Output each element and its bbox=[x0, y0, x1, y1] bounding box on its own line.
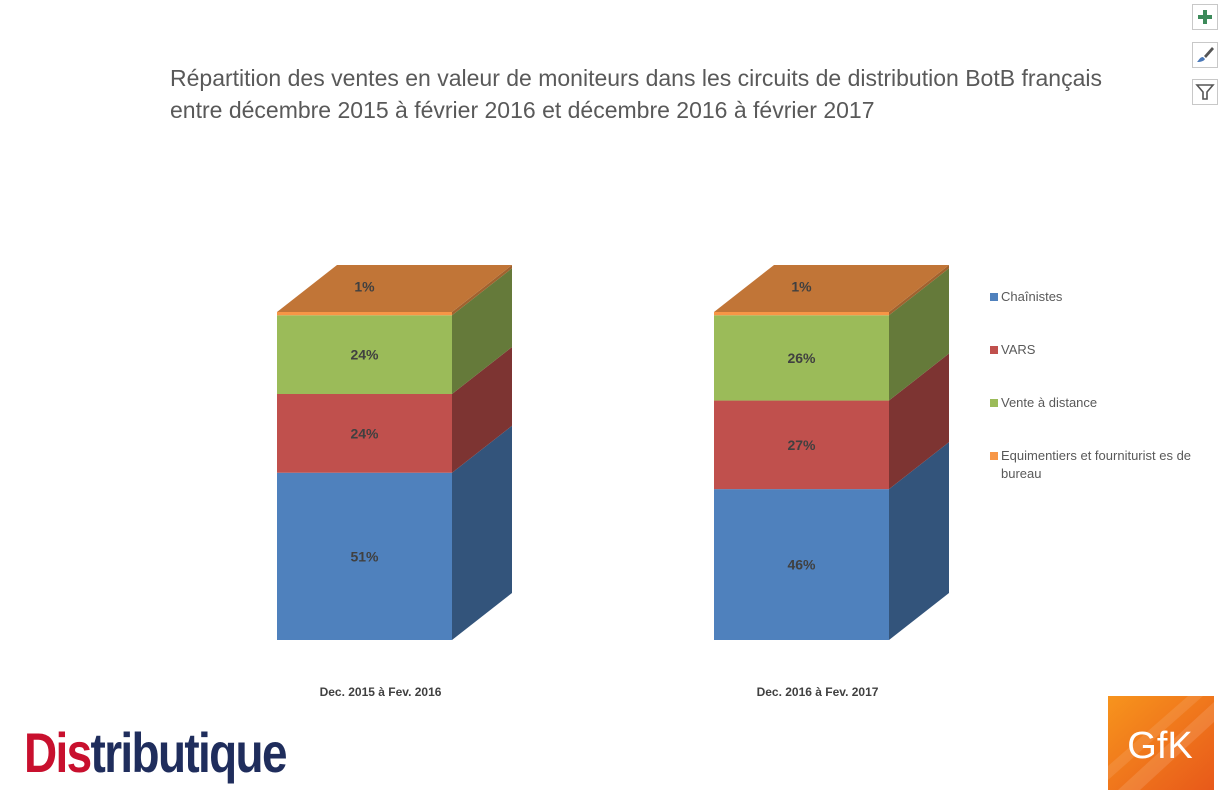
legend-label: Chaînistes bbox=[1001, 289, 1063, 304]
bar-segment-front bbox=[277, 394, 452, 473]
gfk-logo: GfK bbox=[1108, 696, 1214, 790]
brush-icon bbox=[1197, 47, 1214, 62]
distributique-logo: Distributique bbox=[24, 721, 288, 784]
chart-filter-button[interactable] bbox=[1192, 79, 1218, 105]
data-label: 1% bbox=[791, 279, 812, 295]
data-label: 24% bbox=[350, 425, 379, 441]
legend-label: VARS bbox=[1001, 342, 1036, 357]
data-label: 1% bbox=[354, 279, 375, 295]
legend-swatch bbox=[990, 346, 998, 354]
bar-top-face bbox=[277, 265, 512, 312]
chart-style-button[interactable] bbox=[1192, 42, 1218, 68]
bar-segment-side bbox=[889, 353, 949, 490]
bar-segment-side bbox=[889, 265, 949, 316]
data-label: 27% bbox=[787, 437, 816, 453]
bar-segment-side bbox=[452, 347, 512, 473]
legend-label: bureau bbox=[1001, 466, 1041, 481]
filter-icon bbox=[1195, 84, 1215, 100]
bar-segment-front bbox=[714, 315, 889, 401]
bar-top-face bbox=[714, 265, 949, 312]
bar-segment-front bbox=[714, 489, 889, 640]
bar-segment-side bbox=[452, 265, 512, 316]
chart-title: Répartition des ventes en valeur de moni… bbox=[170, 65, 1102, 123]
category-label: Dec. 2015 à Fev. 2016 bbox=[320, 685, 442, 699]
legend-swatch bbox=[990, 399, 998, 407]
bar-segment-side bbox=[452, 268, 512, 394]
bar-segment-front bbox=[277, 312, 452, 316]
bar-segment-side bbox=[889, 268, 949, 401]
bar-segment-side bbox=[889, 442, 949, 640]
add-element-button[interactable] bbox=[1192, 4, 1218, 30]
legend-swatch bbox=[990, 452, 998, 460]
bar-segment-front bbox=[714, 312, 889, 316]
data-label: 26% bbox=[787, 350, 816, 366]
bar-segment-side bbox=[452, 425, 512, 640]
legend-label: Equimentiers et fourniturist es de bbox=[1001, 448, 1191, 463]
legend-swatch bbox=[990, 293, 998, 301]
bar-segment-front bbox=[714, 400, 889, 490]
bar-segment-front bbox=[277, 315, 452, 394]
category-label: Dec. 2016 à Fev. 2017 bbox=[757, 685, 879, 699]
plus-icon bbox=[1198, 10, 1212, 24]
legend-label: Vente à distance bbox=[1001, 395, 1097, 410]
data-label: 24% bbox=[350, 347, 379, 363]
data-label: 46% bbox=[787, 557, 816, 573]
bar-segment-front bbox=[277, 472, 452, 640]
svg-text:GfK: GfK bbox=[1127, 725, 1192, 767]
data-label: 51% bbox=[350, 548, 379, 564]
